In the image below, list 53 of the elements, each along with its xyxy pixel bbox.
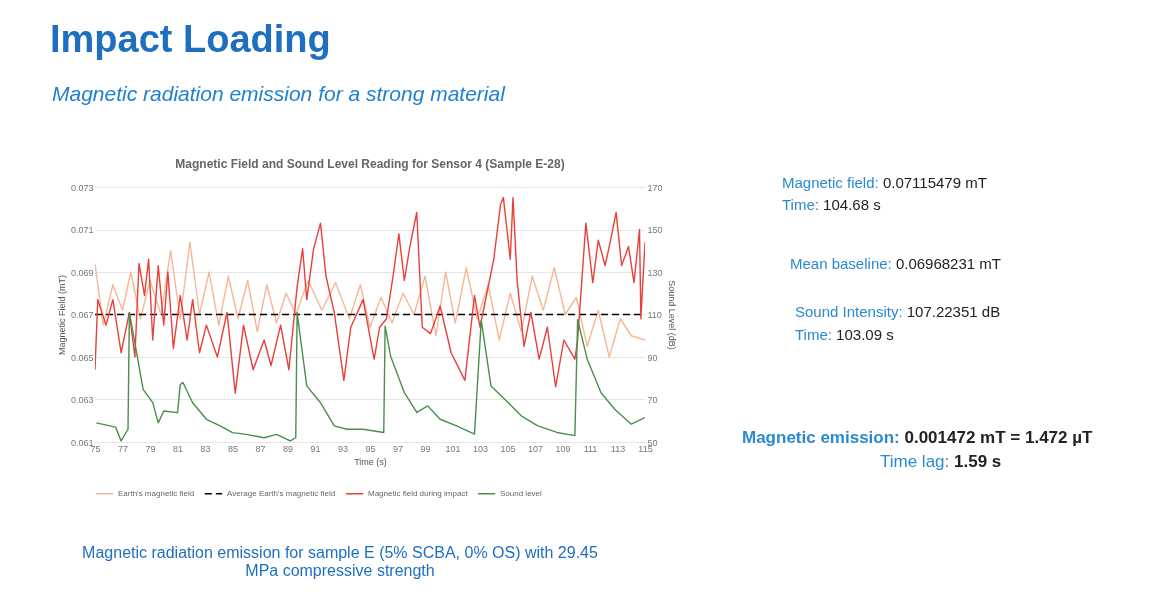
line-series xyxy=(95,241,645,358)
y2-tick-label: 70 xyxy=(647,395,658,405)
y2-tick-label: 150 xyxy=(647,225,663,235)
y2-axis-title: Sound Level (dB) xyxy=(666,280,677,350)
text: Magnetic radiation emission for sample E (5% SCBA, 0% OS) with 29.45 MPa compressive strength xyxy=(81,544,599,580)
y2-tick-label: 170 xyxy=(647,182,663,193)
x-tick-label: 103 xyxy=(472,443,489,454)
x-tick-label: 79 xyxy=(145,443,156,454)
text: Magnetic field: 0.07115479 mT xyxy=(782,174,987,191)
x-tick-label: 107 xyxy=(527,443,544,454)
y-tick-label: 0.073 xyxy=(70,182,94,193)
x-tick-label: 109 xyxy=(555,443,571,454)
y-tick-label: 0.063 xyxy=(70,395,94,405)
x-tick-label: 95 xyxy=(365,443,376,454)
line-series xyxy=(95,196,645,394)
x-tick-label: 85 xyxy=(227,443,239,454)
x-tick-label: 101 xyxy=(445,443,461,454)
legend-label: Average Earth's magnetic field xyxy=(227,488,336,498)
x-tick-label: 113 xyxy=(610,443,626,454)
y-tick-label: 0.071 xyxy=(70,225,94,235)
x-tick-label: 81 xyxy=(172,443,184,454)
x-tick-label: 93 xyxy=(337,443,349,454)
text: Magnetic Field and Sound Level Reading for Sensor 4 (Sample E-28) xyxy=(175,157,565,171)
y-tick-label: 0.069 xyxy=(70,267,94,278)
y-tick-label: 0.061 xyxy=(70,437,94,448)
x-tick-label: 99 xyxy=(420,443,431,454)
line-series xyxy=(95,312,645,442)
chart-title: Impact Loading xyxy=(50,18,331,61)
x-tick-label: 83 xyxy=(200,443,211,454)
text: Mean baseline: 0.06968231 mT xyxy=(790,255,1001,272)
y2-tick-label: 110 xyxy=(647,310,662,320)
x-tick-label: 97 xyxy=(392,443,404,454)
text: Magnetic emission: 0.001472 mT = 1.472 µT xyxy=(742,428,1093,447)
legend-label: Earth's magnetic field xyxy=(118,488,195,498)
y-axis-title: Magnetic Field (mT) xyxy=(56,274,67,356)
legend-label: Magnetic field during impact xyxy=(368,488,469,498)
x-tick-label: 91 xyxy=(310,443,321,454)
x-axis-title: Time (s) xyxy=(354,456,387,467)
x-tick-label: 89 xyxy=(282,443,294,454)
x-tick-label: 77 xyxy=(117,443,129,454)
text: Time lag: 1.59 s xyxy=(880,452,1002,471)
x-tick-label: 111 xyxy=(583,443,598,454)
y-tick-label: 0.065 xyxy=(70,352,94,363)
text: Sound Intensity: 107.22351 dB xyxy=(795,303,1001,320)
text: Time: 103.09 s xyxy=(795,326,894,343)
y-tick-label: 0.067 xyxy=(70,310,94,320)
legend-label: Sound level xyxy=(500,488,543,498)
y2-tick-label: 130 xyxy=(647,267,663,278)
x-tick-label: 105 xyxy=(500,443,516,454)
chart-subtitle: Magnetic radiation emission for a strong material xyxy=(52,82,505,106)
text: Time: 104.68 s xyxy=(782,196,881,213)
x-tick-label: 87 xyxy=(255,443,266,454)
y2-tick-label: 90 xyxy=(647,352,658,363)
